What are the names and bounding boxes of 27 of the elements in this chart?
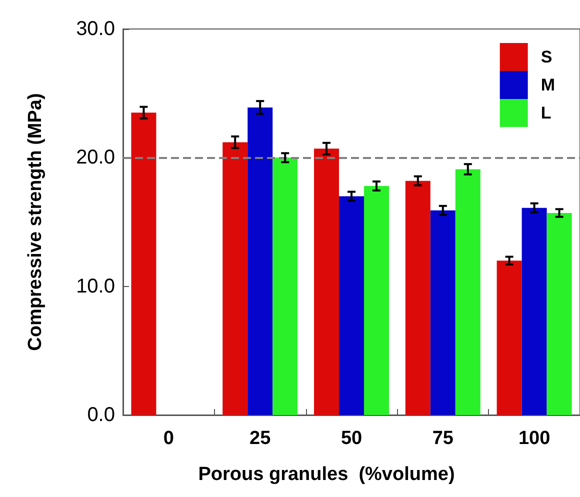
x-tick-label: 50 — [340, 428, 362, 449]
x-tick-label: 0 — [163, 428, 174, 449]
bar — [496, 260, 522, 415]
x-tick-label: 100 — [518, 428, 550, 449]
x-axis-title: Porous granules (%volume) — [198, 464, 455, 485]
bar — [455, 169, 480, 415]
legend-label: S — [540, 48, 552, 66]
x-tick-label: 75 — [432, 428, 454, 449]
bar — [405, 180, 430, 415]
bar — [222, 142, 248, 415]
bar — [339, 196, 364, 415]
bar — [364, 186, 389, 415]
y-tick-label: 20.0 — [76, 146, 115, 169]
bar — [522, 208, 547, 415]
bar — [272, 158, 298, 415]
bar — [248, 107, 273, 415]
legend-label: M — [540, 76, 556, 94]
y-tick-label: 10.0 — [76, 275, 115, 298]
y-tick-label: 0.0 — [87, 404, 115, 426]
y-tick-label: 30.0 — [76, 18, 115, 40]
legend-label: L — [540, 104, 552, 122]
bar — [131, 112, 156, 415]
bar — [546, 212, 572, 415]
bar — [314, 148, 339, 415]
x-tick-label: 25 — [250, 428, 272, 449]
y-axis-title: Compressive strength (MPa) — [25, 93, 46, 351]
bar — [430, 210, 456, 415]
